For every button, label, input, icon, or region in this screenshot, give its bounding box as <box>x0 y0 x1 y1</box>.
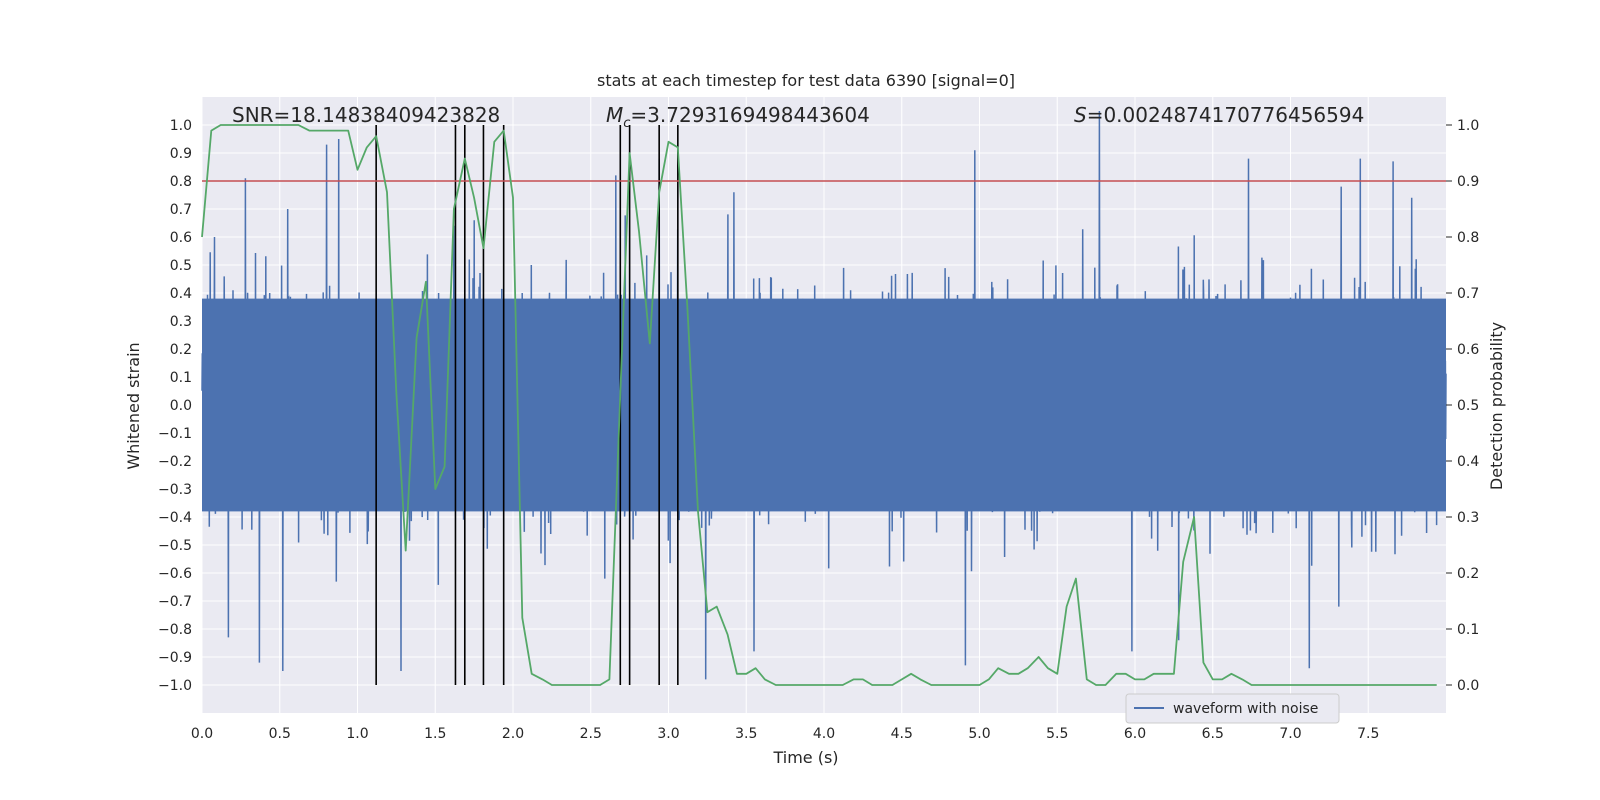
y-tick-label-left: 0.6 <box>170 230 192 246</box>
x-tick-label: 7.5 <box>1357 726 1379 742</box>
x-tick-label: 4.5 <box>891 726 913 742</box>
y-tick-label-left: −0.5 <box>158 538 192 554</box>
y-tick-label-left: −0.4 <box>158 510 192 526</box>
y-tick-label-left: 0.7 <box>170 202 192 218</box>
x-tick-label: 2.5 <box>580 726 602 742</box>
x-tick-label: 0.5 <box>269 726 291 742</box>
y-axis-label-right: Detection probability <box>1487 322 1506 490</box>
y-tick-label-right: 0.2 <box>1457 566 1479 582</box>
legend: waveform with noise <box>1125 693 1340 724</box>
y-tick-label-left: 0.5 <box>170 258 192 274</box>
y-tick-label-left: 0.4 <box>170 286 192 302</box>
x-tick-label: 3.0 <box>657 726 679 742</box>
y-tick-label-left: −0.2 <box>158 454 192 470</box>
x-tick-label: 0.0 <box>191 726 213 742</box>
y-tick-label-right: 0.1 <box>1457 622 1479 638</box>
y-tick-label-left: 0.2 <box>170 342 192 358</box>
x-tick-label: 1.5 <box>424 726 446 742</box>
probability-series-line <box>201 124 1437 686</box>
x-tick-label: 2.0 <box>502 726 524 742</box>
y-tick-label-left: −0.3 <box>158 482 192 498</box>
y-tick-label-right: 0.7 <box>1457 286 1479 302</box>
legend-box <box>1125 693 1340 724</box>
y-tick-label-left: 1.0 <box>170 118 192 134</box>
s-symbol: S <box>1074 103 1087 127</box>
y-axis-label-left: Whitened strain <box>124 342 143 469</box>
y-tick-label-left: −0.1 <box>158 426 192 442</box>
y-tick-label-left: −1.0 <box>158 678 192 694</box>
y-tick-label-left: −0.9 <box>158 650 192 666</box>
mc-subscript: c <box>623 116 630 131</box>
x-axis-label: Time (s) <box>772 748 838 767</box>
y-tick-label-right: 0.9 <box>1457 174 1479 190</box>
y-tick-label-right: 1.0 <box>1457 118 1479 134</box>
x-tick-label: 6.0 <box>1124 726 1146 742</box>
y-tick-label-left: 0.0 <box>170 398 192 414</box>
x-tick-label: 5.0 <box>968 726 990 742</box>
x-tick-label: 7.0 <box>1279 726 1301 742</box>
y-tick-label-left: 0.1 <box>170 370 192 386</box>
mc-annotation: Mc=3.7293169498443604 <box>606 103 870 131</box>
y-tick-label-left: −0.8 <box>158 622 192 638</box>
x-tick-label: 5.5 <box>1046 726 1068 742</box>
x-tick-label: 6.5 <box>1202 726 1224 742</box>
y-tick-label-left: −0.7 <box>158 594 192 610</box>
x-tick-label: 1.0 <box>346 726 368 742</box>
chart-title: stats at each timestep for test data 639… <box>597 71 1015 90</box>
snr-annotation: SNR=18.14838409423828 <box>232 103 500 127</box>
x-tick-label: 3.5 <box>735 726 757 742</box>
mc-symbol: M <box>606 103 623 127</box>
y-tick-label-right: 0.6 <box>1457 342 1479 358</box>
x-tick-label: 4.0 <box>813 726 835 742</box>
y-tick-label-right: 0.0 <box>1457 678 1479 694</box>
y-tick-label-right: 0.3 <box>1457 510 1479 526</box>
y-tick-label-left: 0.3 <box>170 314 192 330</box>
y-tick-label-left: −0.6 <box>158 566 192 582</box>
y-tick-label-right: 0.8 <box>1457 230 1479 246</box>
y-tick-label-right: 0.4 <box>1457 454 1479 470</box>
mc-value: =3.7293169498443604 <box>630 103 869 127</box>
y-tick-label-left: 0.8 <box>170 174 192 190</box>
s-annotation: S=0.0024874170776456594 <box>1074 103 1364 127</box>
legend-label: waveform with noise <box>1173 701 1318 717</box>
y-tick-label-right: 0.5 <box>1457 398 1479 414</box>
s-value: =0.0024874170776456594 <box>1087 103 1365 127</box>
strain-dense-band <box>202 298 1446 512</box>
y-tick-label-left: 0.9 <box>170 146 192 162</box>
